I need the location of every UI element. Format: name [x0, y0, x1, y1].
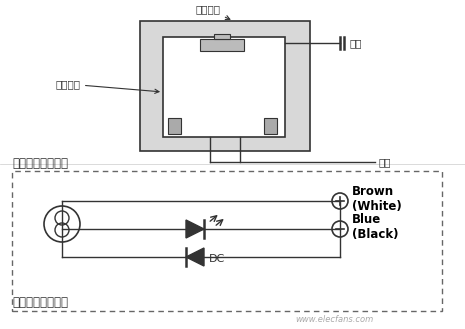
Bar	[200, 39, 244, 51]
Text: 线圈外壳: 线圈外壳	[195, 4, 230, 19]
Bar	[12, 171, 442, 311]
Text: 电源: 电源	[378, 157, 391, 167]
Text: DC: DC	[209, 254, 225, 264]
Text: www.elecfans.com: www.elecfans.com	[295, 315, 373, 324]
Bar	[168, 118, 181, 134]
Bar	[163, 37, 285, 137]
Bar	[214, 34, 230, 39]
Bar	[264, 118, 277, 134]
Text: Brown
(White): Brown (White)	[352, 185, 402, 213]
Text: 直流电磁阀接线图: 直流电磁阀接线图	[12, 296, 68, 309]
Text: Blue
(Black): Blue (Black)	[352, 213, 399, 241]
Text: 交流电磁阀接线图: 交流电磁阀接线图	[12, 157, 68, 170]
Text: 接线底座: 接线底座	[55, 79, 159, 93]
Bar	[140, 21, 310, 151]
Polygon shape	[186, 220, 204, 238]
Polygon shape	[186, 248, 204, 266]
Text: 接地: 接地	[349, 38, 361, 48]
